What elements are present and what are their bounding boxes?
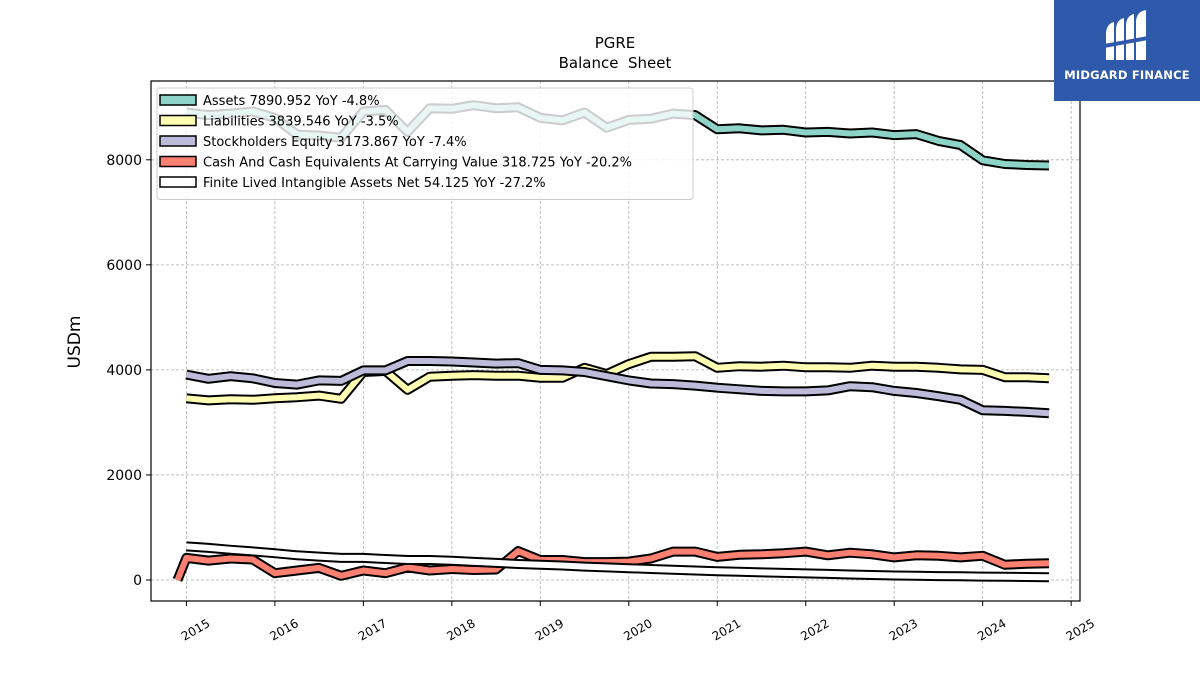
chart-subtitle: Balance Sheet (559, 54, 672, 72)
y-tick-label: 6000 (106, 258, 142, 274)
legend-swatch (159, 114, 197, 127)
legend-swatch (159, 135, 197, 147)
legend-swatch (159, 176, 197, 188)
y-tick-label: 0 (133, 573, 142, 589)
legend-entry-label: Finite Lived Intangible Assets Net 54.12… (203, 176, 546, 191)
legend-box (156, 87, 694, 200)
series-line-2 (185, 358, 1050, 417)
x-tick-label: 2020 (621, 616, 654, 643)
x-tick-label: 2015 (179, 616, 212, 643)
chart-title: PGRE (595, 34, 636, 52)
legend-entry-label: Cash And Cash Equivalents At Carrying Va… (203, 156, 632, 171)
legend-entry-label: Stockholders Equity 3173.867 YoY -7.4% (203, 135, 467, 150)
x-tick-label: 2025 (1064, 616, 1097, 643)
legend: Assets 7890.952 YoY -4.8% Liabilities 383… (156, 87, 694, 200)
plot-area-frame (150, 80, 1081, 602)
legend-swatch (159, 94, 197, 106)
series-line-4 (186, 543, 1050, 581)
y-tick-label: 4000 (106, 363, 142, 379)
legend-swatch (159, 155, 197, 168)
y-axis-label: USDm (65, 316, 85, 369)
y-tick-label: 2000 (106, 468, 142, 484)
brand-name: MIDGARD FINANCE (1064, 68, 1190, 82)
x-tick-label: 2016 (267, 616, 300, 643)
x-tick-label: 2017 (356, 616, 389, 643)
midgard-logo-icon (1104, 10, 1148, 60)
series-lines (172, 100, 1050, 583)
x-tick-label: 2019 (533, 616, 566, 643)
series-line-1 (186, 353, 1050, 404)
y-tick-label: 8000 (106, 153, 142, 169)
legend-entry-label: Liabilities 3839.546 YoY -3.5% (203, 115, 399, 130)
x-tick-label: 2023 (887, 616, 920, 643)
series-line-3 (174, 548, 1050, 582)
x-tick-label: 2022 (798, 616, 831, 643)
x-tick-label: 2021 (710, 616, 743, 643)
x-tick-label: 2018 (444, 616, 477, 643)
x-tick-label: 2024 (975, 616, 1008, 643)
brand-logo: MIDGARD FINANCE (1054, 0, 1200, 101)
legend-entry-label: Assets 7890.952 YoY -4.8% (203, 94, 380, 109)
